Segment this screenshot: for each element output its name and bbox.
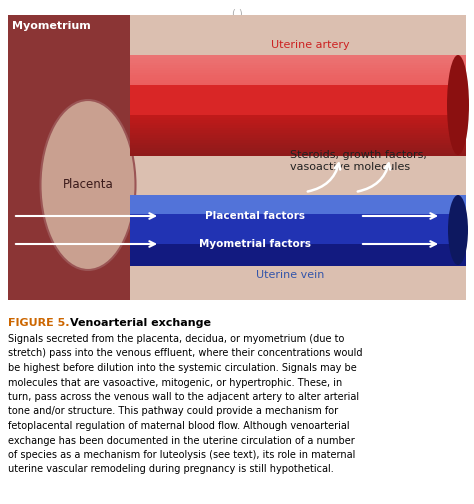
Text: Myometrium: Myometrium [12, 21, 91, 31]
Bar [130, 248, 466, 251]
Bar [130, 241, 466, 244]
Bar [130, 148, 466, 151]
Bar [130, 254, 466, 256]
Bar [130, 60, 466, 63]
Text: Placenta: Placenta [63, 178, 113, 192]
Bar [130, 202, 466, 205]
Bar [130, 117, 466, 120]
Bar [130, 65, 466, 68]
Text: be highest before dilution into the systemic circulation. Signals may be: be highest before dilution into the syst… [8, 363, 357, 373]
Bar [130, 105, 466, 108]
Bar [130, 235, 466, 237]
Bar [130, 138, 466, 141]
Bar [130, 110, 466, 113]
Text: of species as a mechanism for luteolysis (see text), its role in maternal: of species as a mechanism for luteolysis… [8, 450, 356, 460]
Bar [130, 246, 466, 249]
Text: stretch) pass into the venous effluent, where their concentrations would: stretch) pass into the venous effluent, … [8, 348, 363, 358]
Text: exchange has been documented in the uterine circulation of a number: exchange has been documented in the uter… [8, 435, 355, 446]
Bar [130, 78, 466, 81]
Text: Signals secreted from the placenta, decidua, or myometrium (due to: Signals secreted from the placenta, deci… [8, 334, 345, 344]
Bar [8, 15, 130, 300]
Bar [130, 207, 466, 210]
Bar [130, 153, 466, 156]
Text: tone and/or structure. This pathway could provide a mechanism for: tone and/or structure. This pathway coul… [8, 407, 338, 416]
Bar [130, 237, 466, 240]
Text: Myometrial factors: Myometrial factors [199, 239, 311, 249]
Bar [130, 218, 466, 221]
Bar [130, 211, 466, 214]
Bar [130, 88, 466, 91]
Bar [130, 85, 466, 88]
Text: turn, pass across the venous wall to the adjacent artery to alter arterial: turn, pass across the venous wall to the… [8, 392, 359, 402]
Bar [130, 230, 466, 233]
Bar [130, 258, 466, 261]
Text: Placental factors: Placental factors [205, 211, 305, 221]
Text: Steroids, growth factors,
vasoactive molecules: Steroids, growth factors, vasoactive mol… [290, 150, 427, 172]
Bar [130, 130, 466, 133]
Bar [130, 263, 466, 266]
Bar [130, 83, 466, 86]
Bar [130, 68, 466, 71]
Bar [130, 204, 466, 207]
Bar [130, 55, 466, 58]
Bar [130, 120, 466, 123]
Bar [130, 102, 466, 105]
Bar [130, 122, 466, 125]
Bar [130, 133, 466, 136]
Bar [130, 95, 466, 98]
Bar [130, 57, 466, 60]
Ellipse shape [40, 100, 136, 270]
Bar [130, 75, 466, 78]
Bar [130, 97, 466, 100]
Text: Venoarterial exchange: Venoarterial exchange [70, 318, 211, 328]
Ellipse shape [447, 55, 469, 155]
Bar [130, 216, 466, 219]
Text: ( ): ( ) [232, 8, 242, 18]
Text: Uterine artery: Uterine artery [271, 40, 349, 50]
Bar [130, 261, 466, 263]
Ellipse shape [448, 195, 468, 265]
Bar [130, 128, 466, 131]
Bar [130, 93, 466, 95]
Bar [130, 223, 466, 226]
Bar [130, 90, 466, 93]
Bar [130, 200, 466, 203]
Bar [130, 62, 466, 66]
Bar [130, 70, 466, 73]
Bar [130, 80, 466, 83]
Bar [130, 112, 466, 115]
Bar [130, 115, 466, 118]
Bar [130, 100, 466, 103]
Text: uterine vascular remodeling during pregnancy is still hypothetical.: uterine vascular remodeling during pregn… [8, 465, 334, 474]
Text: Uterine vein: Uterine vein [256, 270, 324, 280]
Bar [130, 256, 466, 259]
Text: fetoplacental regulation of maternal blood flow. Although venoarterial: fetoplacental regulation of maternal blo… [8, 421, 350, 431]
Bar [8, 15, 466, 300]
Text: FIGURE 5.: FIGURE 5. [8, 318, 70, 328]
Bar [130, 73, 466, 76]
Bar [130, 195, 466, 198]
Bar [130, 145, 466, 148]
Bar [130, 225, 466, 228]
Text: molecules that are vasoactive, mitogenic, or hypertrophic. These, in: molecules that are vasoactive, mitogenic… [8, 377, 342, 388]
Bar [130, 140, 466, 143]
Bar [130, 228, 466, 230]
Bar [130, 239, 466, 242]
Bar [130, 135, 466, 138]
Bar [130, 125, 466, 128]
Bar [130, 143, 466, 146]
Bar [130, 221, 466, 223]
Bar [130, 232, 466, 235]
Bar [130, 107, 466, 110]
Bar [130, 209, 466, 212]
Bar [130, 198, 466, 200]
Bar [130, 244, 466, 247]
Bar [130, 214, 466, 217]
Bar [130, 251, 466, 254]
Bar [130, 150, 466, 153]
